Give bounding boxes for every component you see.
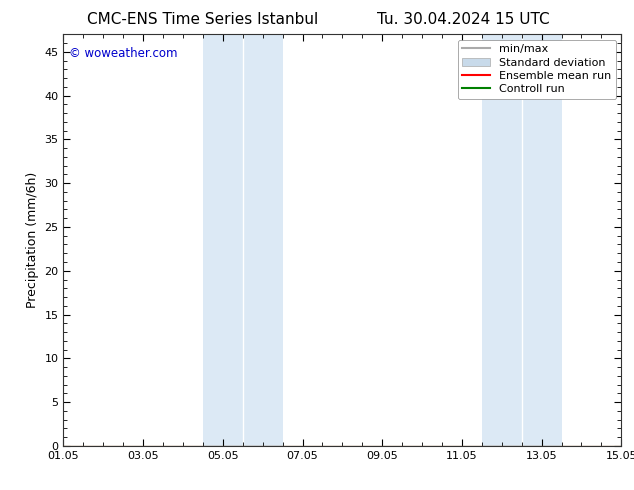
Bar xyxy=(243,34,283,446)
Bar xyxy=(203,34,243,446)
Bar xyxy=(482,34,522,446)
Y-axis label: Precipitation (mm/6h): Precipitation (mm/6h) xyxy=(26,172,39,308)
Text: Tu. 30.04.2024 15 UTC: Tu. 30.04.2024 15 UTC xyxy=(377,12,549,27)
Legend: min/max, Standard deviation, Ensemble mean run, Controll run: min/max, Standard deviation, Ensemble me… xyxy=(458,40,616,99)
Text: CMC-ENS Time Series Istanbul: CMC-ENS Time Series Istanbul xyxy=(87,12,318,27)
Bar xyxy=(522,34,562,446)
Text: © woweather.com: © woweather.com xyxy=(69,47,178,60)
